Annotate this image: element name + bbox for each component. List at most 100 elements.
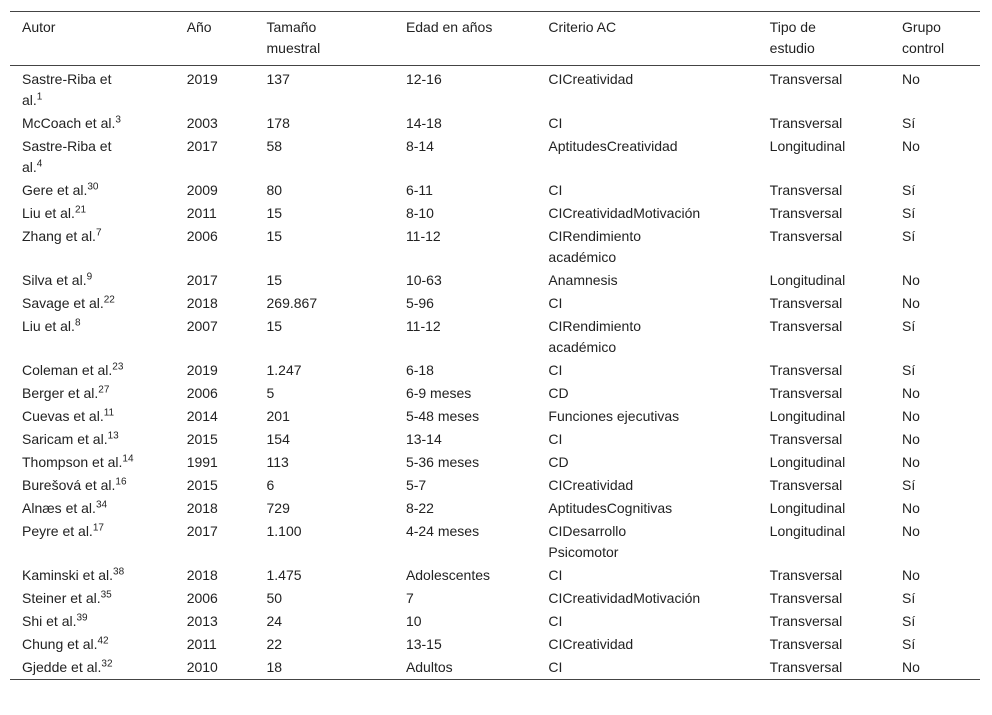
author-name: Steiner et al. <box>22 590 101 606</box>
criterion: CD <box>548 385 569 401</box>
criterion-cell: CD <box>536 382 757 405</box>
study-type-cell: Transversal <box>758 292 890 315</box>
control-group: Sí <box>902 477 916 493</box>
sample-size: 58 <box>266 138 283 154</box>
age: 4-24 meses <box>405 523 480 539</box>
study-type: Transversal <box>769 659 843 675</box>
sample-size: 154 <box>266 431 290 447</box>
table-row: Shi et al.39 2013 24 10 CI Transversal Sí <box>10 610 980 633</box>
criterion: CI <box>548 431 563 447</box>
reference: 39 <box>76 612 88 624</box>
author: Gere et al.30 <box>22 180 99 201</box>
criterion-cell: CICreatividad <box>536 474 757 497</box>
year-cell: 2006 <box>175 382 255 405</box>
reference: 7 <box>95 227 102 239</box>
author: Steiner et al.35 <box>22 588 112 609</box>
author-cell: Silva et al.9 <box>10 269 175 292</box>
author: Liu et al.21 <box>22 203 86 224</box>
control-group-cell: No <box>890 269 980 292</box>
study-type-cell: Transversal <box>758 474 890 497</box>
author-name: Berger et al. <box>22 385 99 401</box>
year: 2019 <box>186 71 218 87</box>
criterion: CI <box>548 362 563 378</box>
sample-size: 729 <box>266 500 290 516</box>
study-type-cell: Transversal <box>758 315 890 359</box>
sample-size-cell: 24 <box>255 610 394 633</box>
sample-size: 24 <box>266 613 283 629</box>
age-cell: Adultos <box>394 656 536 680</box>
control-group-cell: Sí <box>890 179 980 202</box>
sample-size-cell: 22 <box>255 633 394 656</box>
sample-size: 15 <box>266 205 283 221</box>
study-type: Transversal <box>769 477 843 493</box>
sample-size-cell: 15 <box>255 315 394 359</box>
control-group-cell: Sí <box>890 610 980 633</box>
control-group: No <box>902 385 920 401</box>
table-row: Gere et al.30 2009 80 6-11 CI Transversal Sí <box>10 179 980 202</box>
control-group: Sí <box>902 115 916 131</box>
study-type-cell: Transversal <box>758 587 890 610</box>
author-name: Alnæs et al. <box>22 500 96 516</box>
reference: 8 <box>74 317 81 329</box>
table-row: Kaminski et al.38 2018 1.475 Adolescentes CI… <box>10 564 980 587</box>
year-cell: 2010 <box>175 656 255 680</box>
criterion-cell: CI <box>536 564 757 587</box>
age: 14-18 <box>405 115 442 131</box>
author-cell: Thompson et al.14 <box>10 451 175 474</box>
study-type-cell: Longitudinal <box>758 451 890 474</box>
author-name: Kaminski et al. <box>22 567 114 583</box>
criterion: CD <box>548 454 569 470</box>
control-group-cell: No <box>890 428 980 451</box>
year: 2017 <box>186 272 218 288</box>
author-cell: Cuevas et al.11 <box>10 405 175 428</box>
header-text: Tipo de estudio <box>769 19 816 56</box>
age-cell: 4-24 meses <box>394 520 536 564</box>
criterion: AptitudesCognitivas <box>548 500 673 516</box>
sample-size-cell: 154 <box>255 428 394 451</box>
sample-size-cell: 5 <box>255 382 394 405</box>
age: 13-14 <box>405 431 442 447</box>
header-text: Tamaño muestral <box>266 19 321 56</box>
sample-size: 5 <box>266 385 275 401</box>
age: 5-36 meses <box>405 454 480 470</box>
study-type-cell: Transversal <box>758 610 890 633</box>
author-cell: Kaminski et al.38 <box>10 564 175 587</box>
control-group-cell: No <box>890 292 980 315</box>
sample-size: 1.100 <box>266 523 302 539</box>
age: 5-96 <box>405 295 434 311</box>
criterion-cell: CI <box>536 179 757 202</box>
author: Silva et al.9 <box>22 270 92 291</box>
age: 6-18 <box>405 362 434 378</box>
sample-size-cell: 6 <box>255 474 394 497</box>
criterion-cell: CICreatividad <box>536 633 757 656</box>
table-row: Saricam et al.13 2015 154 13-14 CI Transversa… <box>10 428 980 451</box>
reference: 11 <box>103 407 115 419</box>
author: Sastre-Riba et al.4 <box>22 136 134 178</box>
study-type-cell: Longitudinal <box>758 135 890 179</box>
author-cell: Zhang et al.7 <box>10 225 175 269</box>
criterion-cell: CICreatividad <box>536 66 757 113</box>
age: Adolescentes <box>405 567 490 583</box>
sample-size-cell: 1.475 <box>255 564 394 587</box>
year-cell: 2019 <box>175 66 255 113</box>
study-type: Transversal <box>769 362 843 378</box>
criterion-cell: AptitudesCognitivas <box>536 497 757 520</box>
table-row: Cuevas et al.11 2014 201 5-48 meses Funcione… <box>10 405 980 428</box>
age: 5-48 meses <box>405 408 480 424</box>
year-cell: 2013 <box>175 610 255 633</box>
author: Savage et al.22 <box>22 293 115 314</box>
author: Shi et al.39 <box>22 611 88 632</box>
study-type: Longitudinal <box>769 272 846 288</box>
sample-size: 137 <box>266 71 290 87</box>
study-type-cell: Longitudinal <box>758 405 890 428</box>
criterion-cell: AptitudesCreatividad <box>536 135 757 179</box>
age-cell: 13-15 <box>394 633 536 656</box>
age: 6-9 meses <box>405 385 472 401</box>
control-group: No <box>902 138 920 154</box>
study-type-cell: Transversal <box>758 382 890 405</box>
author: Saricam et al.13 <box>22 429 119 450</box>
table-row: Berger et al.27 2006 5 6-9 meses CD Transvers… <box>10 382 980 405</box>
year-cell: 2019 <box>175 359 255 382</box>
study-type: Transversal <box>769 385 843 401</box>
